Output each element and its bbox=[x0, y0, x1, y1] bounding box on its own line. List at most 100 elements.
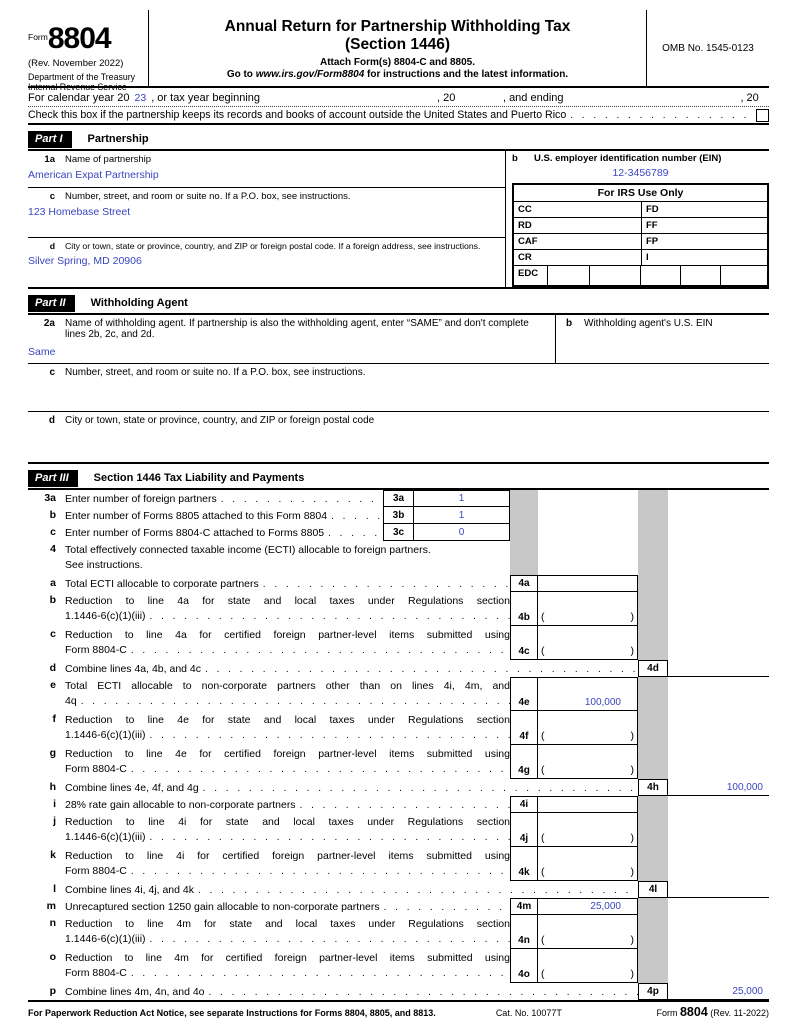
field-4i[interactable] bbox=[538, 796, 638, 813]
field-4f[interactable]: () bbox=[538, 711, 638, 745]
form-title-line2: (Section 1446) bbox=[344, 36, 451, 53]
field-4p[interactable]: 25,000 bbox=[668, 983, 769, 1000]
row-4i: i 28% rate gain allocable to non-corpora… bbox=[28, 796, 769, 813]
paren-close: ) bbox=[630, 764, 635, 776]
field-4c[interactable]: () bbox=[538, 626, 638, 660]
field-2d-label: City or town, state or province, country… bbox=[65, 415, 375, 426]
calendar-text-4: , and ending bbox=[502, 92, 564, 104]
box-label-4a: 4a bbox=[510, 575, 538, 592]
field-1a: 1a Name of partnership American Expat Par… bbox=[28, 151, 505, 189]
box-label-4n: 4n bbox=[510, 915, 538, 949]
goto-instruction: Go to www.irs.gov/Form8804 for instructi… bbox=[149, 69, 646, 80]
field-4k[interactable]: () bbox=[538, 847, 638, 881]
dot-leader: . . . . . . . . . . . . . . . . . . . . … bbox=[130, 968, 510, 979]
dot-leader: . . . . . . . . . . . . . . . . . . . . … bbox=[383, 902, 510, 913]
line-desc: Reduction to line 4m for state and local… bbox=[65, 918, 510, 930]
field-3a[interactable]: 1 bbox=[413, 490, 510, 507]
form-word: Form bbox=[28, 32, 48, 42]
part2-body: 2a Name of withholding agent. If partners… bbox=[28, 315, 769, 464]
line-desc2: Form 8804-C bbox=[65, 763, 127, 775]
field-1a-letter: 1a bbox=[44, 154, 55, 165]
box-label-4f: 4f bbox=[510, 711, 538, 745]
form-title-line1: Annual Return for Partnership Withholdin… bbox=[224, 18, 571, 35]
form-header: Form8804 (Rev. November 2022) Department… bbox=[28, 10, 769, 92]
line-letter: f bbox=[52, 713, 57, 725]
field-4n[interactable]: () bbox=[538, 915, 638, 949]
line-letter: c bbox=[50, 628, 56, 640]
row-4b: b Reduction to line 4a for state and loc… bbox=[28, 592, 769, 626]
box-label-4m: 4m bbox=[510, 898, 538, 915]
row-3c: c Enter number of Forms 8804-C attached … bbox=[28, 524, 769, 541]
partnership-city-field[interactable]: Silver Spring, MD 20906 bbox=[28, 254, 142, 267]
field-1c-letter: c bbox=[49, 191, 55, 203]
dot-leader: . . . . . . . . . . . . . . . . . . . . … bbox=[198, 885, 638, 896]
field-1d-letter: d bbox=[49, 240, 55, 251]
field-1b: b U.S. employer identification number (EI… bbox=[512, 153, 769, 164]
part3-body: 3a Enter number of foreign partners. . .… bbox=[28, 490, 769, 1002]
irs-use-only-title: For IRS Use Only bbox=[514, 185, 767, 202]
field-4j[interactable]: () bbox=[538, 813, 638, 847]
irs-cr-label: CR bbox=[518, 252, 532, 263]
field-4d[interactable] bbox=[668, 660, 769, 677]
line-desc: Total ECTI allocable to non-corporate pa… bbox=[65, 680, 510, 692]
row-4f: f Reduction to line 4e for state and loc… bbox=[28, 711, 769, 745]
withholding-agent-name-field[interactable]: Same bbox=[28, 346, 56, 358]
line-letter: i bbox=[53, 798, 56, 810]
calendar-year-row: For calendar year 20 23 , or tax year be… bbox=[28, 88, 769, 107]
irs-use-row: CAF FP bbox=[514, 234, 767, 250]
line-letter: b bbox=[49, 594, 56, 606]
partnership-name-field[interactable]: American Expat Partnership bbox=[28, 169, 159, 181]
part1-title: Partnership bbox=[87, 133, 149, 145]
box-label-4j: 4j bbox=[510, 813, 538, 847]
field-2a: 2a Name of withholding agent. If partners… bbox=[28, 315, 555, 363]
box-label-4h: 4h bbox=[638, 779, 668, 796]
line-letter: e bbox=[50, 679, 56, 691]
irs-fp-label: FP bbox=[641, 234, 767, 249]
paren-open: ( bbox=[541, 968, 545, 980]
records-outside-us-checkbox[interactable] bbox=[756, 108, 769, 122]
field-4e[interactable]: 100,000 bbox=[538, 677, 638, 711]
irs-use-row: CR I bbox=[514, 250, 767, 266]
field-2a-letter: 2a bbox=[43, 318, 55, 329]
goto-prefix: Go to bbox=[226, 69, 256, 80]
field-3b[interactable]: 1 bbox=[413, 507, 510, 524]
field-3c[interactable]: 0 bbox=[413, 524, 510, 541]
line-desc: Reduction to line 4m for certified forei… bbox=[65, 952, 510, 964]
box-label-4i: 4i bbox=[510, 796, 538, 813]
field-4o[interactable]: () bbox=[538, 949, 638, 983]
field-4g[interactable]: () bbox=[538, 745, 638, 779]
paren-open: ( bbox=[541, 832, 545, 844]
dot-leader: . . . . . . . . . . . . . . . . . . . . … bbox=[328, 528, 383, 539]
line-desc2: 1.1446-6(c)(1)(iii) bbox=[65, 610, 146, 622]
form-footer: For Paperwork Reduction Act Notice, see … bbox=[28, 1002, 769, 1019]
field-2a-label: Name of withholding agent. If partnershi… bbox=[65, 318, 529, 340]
field-2c-letter: c bbox=[49, 367, 55, 378]
part1-badge: Part I bbox=[28, 130, 72, 148]
dot-leader: . . . . . . . . . . . . . . . . . . . . … bbox=[130, 764, 510, 775]
line-desc: Enter number of Forms 8804-C attached to… bbox=[65, 527, 325, 539]
dot-leader: . . . . . . . . . . . . . . . . . . . . … bbox=[202, 783, 638, 794]
row-4: 4 Total effectively connected taxable in… bbox=[28, 541, 769, 575]
dot-leader: . . . . . . . . . . . . . . . . . . . . … bbox=[130, 866, 510, 877]
line-letter: c bbox=[50, 526, 56, 538]
row-4k: k Reduction to line 4i for certified for… bbox=[28, 847, 769, 881]
calendar-year-field[interactable]: 23 bbox=[134, 92, 147, 104]
ein-field[interactable]: 12-3456789 bbox=[612, 167, 669, 179]
field-4l[interactable] bbox=[668, 881, 769, 898]
field-4h[interactable]: 100,000 bbox=[668, 779, 769, 796]
row-4c: c Reduction to line 4a for certified for… bbox=[28, 626, 769, 660]
field-4a[interactable] bbox=[538, 575, 638, 592]
irs-fd-label: FD bbox=[641, 202, 767, 217]
field-2d-letter: d bbox=[48, 415, 55, 426]
row-4n: n Reduction to line 4m for state and loc… bbox=[28, 915, 769, 949]
field-4b[interactable]: () bbox=[538, 592, 638, 626]
field-2b: b Withholding agent's U.S. EIN bbox=[555, 315, 769, 363]
row-4l: l Combine lines 4i, 4j, and 4k . . . . . … bbox=[28, 881, 769, 898]
line-desc: Enter number of foreign partners bbox=[65, 493, 217, 505]
partnership-street-field[interactable]: 123 Homebase Street bbox=[28, 206, 131, 219]
calendar-text-3: , 20 bbox=[436, 92, 456, 104]
field-4m[interactable]: 25,000 bbox=[538, 898, 638, 915]
row-4m: m Unrecaptured section 1250 gain allocab… bbox=[28, 898, 769, 915]
field-1c-label: Number, street, and room or suite no. If… bbox=[65, 191, 351, 203]
row-4e: e Total ECTI allocable to non-corporate … bbox=[28, 677, 769, 711]
